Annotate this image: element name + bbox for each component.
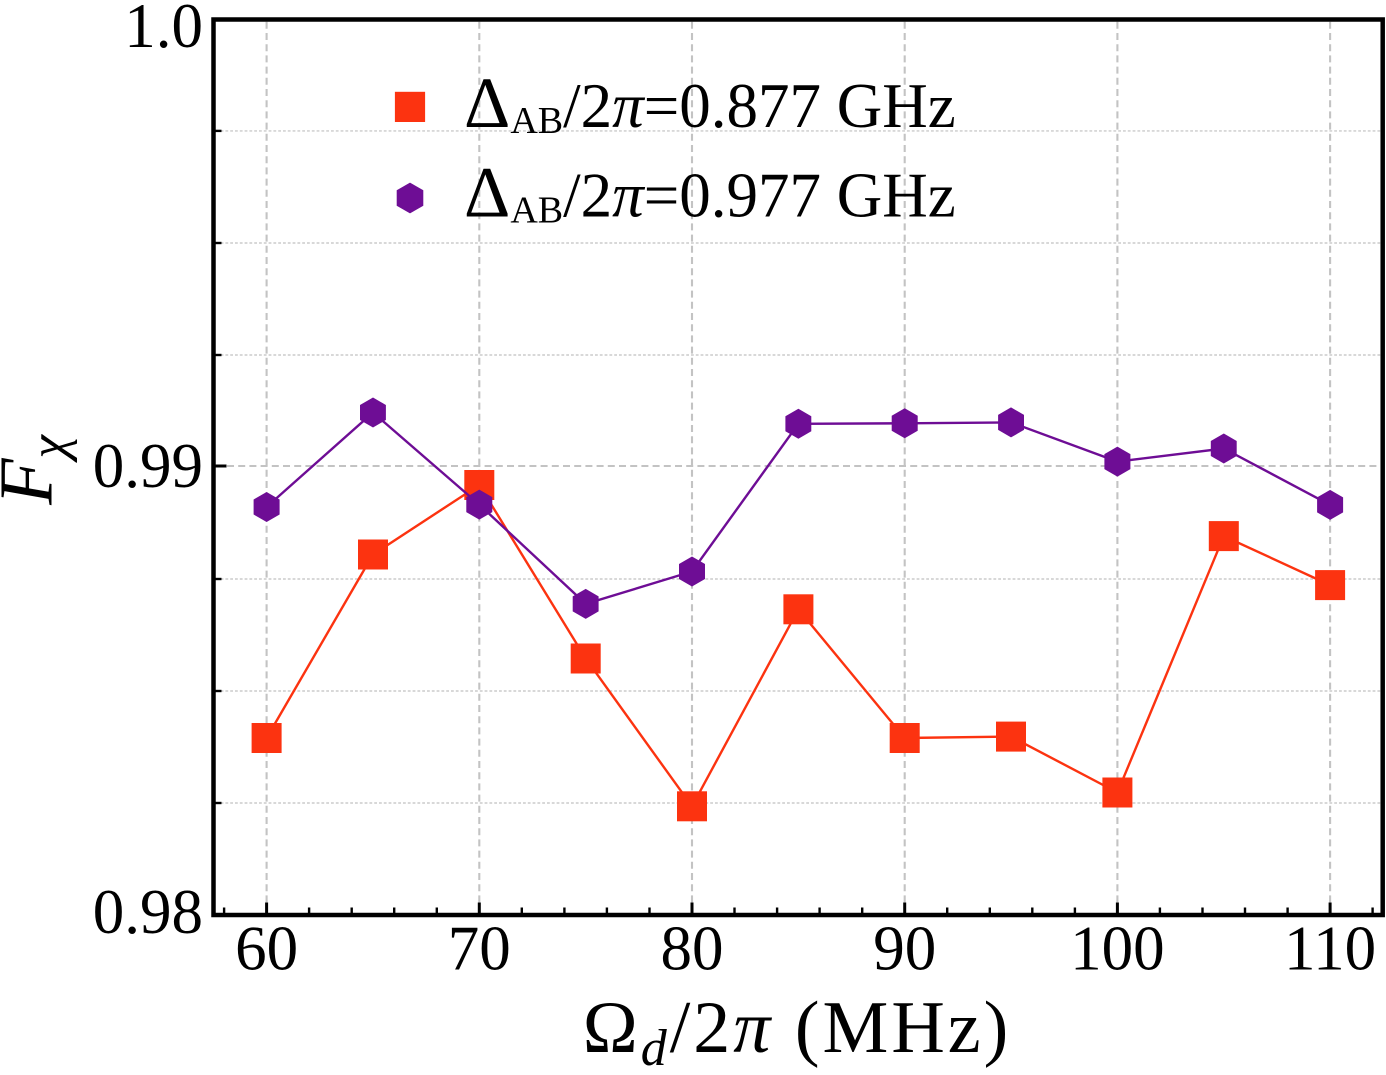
svg-text:80: 80 [661,914,724,984]
svg-text:110: 110 [1284,914,1376,984]
svg-text:ΔAB/2π=0.977 GHz: ΔAB/2π=0.977 GHz [464,153,956,233]
svg-text:100: 100 [1070,914,1165,984]
svg-text:0.98: 0.98 [93,877,203,947]
svg-text:70: 70 [448,914,511,984]
svg-text:0.99: 0.99 [93,431,203,501]
svg-text:90: 90 [873,914,936,984]
svg-text:60: 60 [235,914,298,984]
svg-text:1.0: 1.0 [124,0,203,61]
svg-text:Fχ: Fχ [0,433,78,505]
svg-text:ΔAB/2π=0.877 GHz: ΔAB/2π=0.877 GHz [464,63,956,143]
